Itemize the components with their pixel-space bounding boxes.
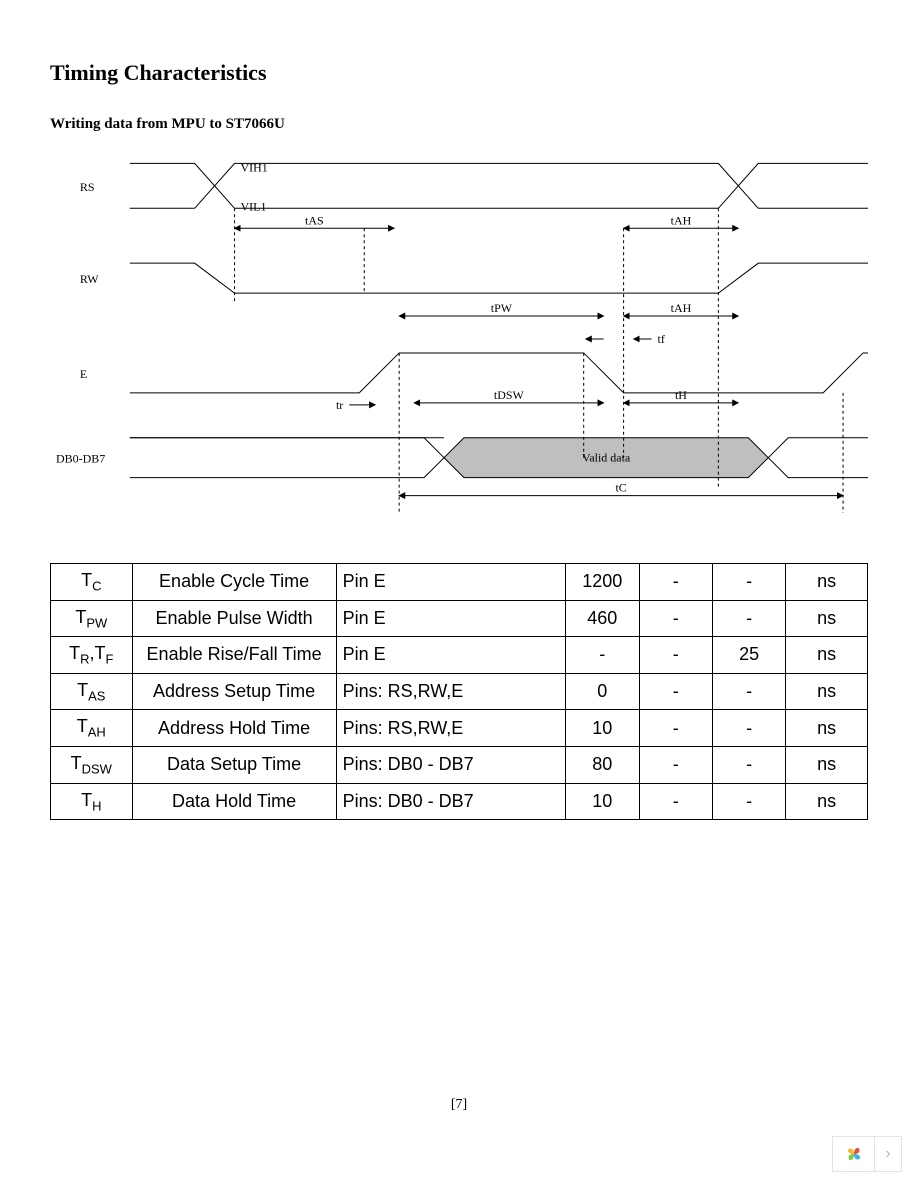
page-subtitle: Writing data from MPU to ST7066U — [50, 116, 868, 133]
typ-cell: - — [639, 600, 712, 637]
max-cell: - — [712, 710, 785, 747]
min-cell: 460 — [566, 600, 639, 637]
typ-cell: - — [639, 746, 712, 783]
max-cell: - — [712, 746, 785, 783]
svg-text:RW: RW — [80, 272, 99, 286]
max-cell: 25 — [712, 637, 785, 674]
min-cell: 80 — [566, 746, 639, 783]
table-row: TDSWData Setup TimePins: DB0 - DB780--ns — [51, 746, 868, 783]
description-cell: Address Setup Time — [132, 673, 336, 710]
unit-cell: ns — [786, 637, 868, 674]
unit-cell: ns — [786, 600, 868, 637]
svg-text:tf: tf — [658, 332, 665, 346]
unit-cell: ns — [786, 710, 868, 747]
typ-cell: - — [639, 783, 712, 820]
svg-text:VIH1: VIH1 — [241, 160, 268, 174]
unit-cell: ns — [786, 564, 868, 601]
min-cell: 10 — [566, 783, 639, 820]
max-cell: - — [712, 673, 785, 710]
table-row: TR,TFEnable Rise/Fall TimePin E--25ns — [51, 637, 868, 674]
svg-text:tAH: tAH — [671, 301, 692, 315]
table-row: THData Hold TimePins: DB0 - DB710--ns — [51, 783, 868, 820]
svg-text:tDSW: tDSW — [494, 388, 525, 402]
symbol-cell: TPW — [51, 600, 133, 637]
timing-diagram: RSVIH1VIL1RWEDB0-DB7Valid datatAStAHtPWt… — [50, 153, 868, 513]
pins-cell: Pin E — [336, 637, 565, 674]
svg-text:DB0-DB7: DB0-DB7 — [56, 452, 105, 466]
symbol-cell: TAH — [51, 710, 133, 747]
symbol-cell: TC — [51, 564, 133, 601]
unit-cell: ns — [786, 783, 868, 820]
pins-cell: Pins: DB0 - DB7 — [336, 746, 565, 783]
page-title: Timing Characteristics — [50, 60, 868, 86]
pins-cell: Pin E — [336, 600, 565, 637]
svg-text:tAH: tAH — [671, 213, 692, 227]
chevron-right-icon[interactable]: › — [874, 1136, 902, 1172]
table-row: TPWEnable Pulse WidthPin E460--ns — [51, 600, 868, 637]
corner-widget[interactable]: › — [832, 1136, 902, 1172]
symbol-cell: TH — [51, 783, 133, 820]
description-cell: Enable Cycle Time — [132, 564, 336, 601]
description-cell: Enable Rise/Fall Time — [132, 637, 336, 674]
description-cell: Data Hold Time — [132, 783, 336, 820]
table-row: TCEnable Cycle TimePin E1200--ns — [51, 564, 868, 601]
svg-text:tAS: tAS — [305, 213, 324, 227]
pins-cell: Pin E — [336, 564, 565, 601]
table-row: TASAddress Setup TimePins: RS,RW,E0--ns — [51, 673, 868, 710]
timing-table: TCEnable Cycle TimePin E1200--nsTPWEnabl… — [50, 563, 868, 820]
typ-cell: - — [639, 673, 712, 710]
pins-cell: Pins: RS,RW,E — [336, 673, 565, 710]
pinwheel-icon[interactable] — [832, 1136, 874, 1172]
page-number: [7] — [0, 1097, 918, 1113]
svg-text:VIL1: VIL1 — [241, 199, 267, 213]
svg-text:RS: RS — [80, 180, 95, 194]
max-cell: - — [712, 783, 785, 820]
unit-cell: ns — [786, 673, 868, 710]
max-cell: - — [712, 564, 785, 601]
typ-cell: - — [639, 564, 712, 601]
description-cell: Enable Pulse Width — [132, 600, 336, 637]
typ-cell: - — [639, 637, 712, 674]
table-row: TAHAddress Hold TimePins: RS,RW,E10--ns — [51, 710, 868, 747]
description-cell: Data Setup Time — [132, 746, 336, 783]
symbol-cell: TAS — [51, 673, 133, 710]
unit-cell: ns — [786, 746, 868, 783]
typ-cell: - — [639, 710, 712, 747]
description-cell: Address Hold Time — [132, 710, 336, 747]
svg-text:E: E — [80, 367, 87, 381]
svg-text:tH: tH — [675, 388, 687, 402]
min-cell: - — [566, 637, 639, 674]
svg-text:tPW: tPW — [491, 301, 513, 315]
pins-cell: Pins: DB0 - DB7 — [336, 783, 565, 820]
symbol-cell: TR,TF — [51, 637, 133, 674]
min-cell: 1200 — [566, 564, 639, 601]
svg-text:tC: tC — [615, 481, 626, 495]
max-cell: - — [712, 600, 785, 637]
min-cell: 10 — [566, 710, 639, 747]
pins-cell: Pins: RS,RW,E — [336, 710, 565, 747]
svg-text:tr: tr — [336, 398, 343, 412]
symbol-cell: TDSW — [51, 746, 133, 783]
min-cell: 0 — [566, 673, 639, 710]
